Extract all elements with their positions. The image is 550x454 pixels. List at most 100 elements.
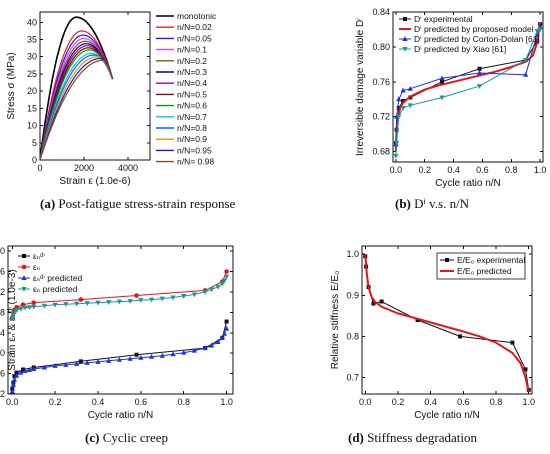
chart-c-ytick-label: 5.2 <box>0 287 5 297</box>
data-point-predicted <box>9 388 15 394</box>
caption-a: (a) Post-fatigue stress-strain response <box>40 196 235 212</box>
legend-label-: εₙᵈⁱ <box>33 251 45 261</box>
data-point-predicted <box>26 305 33 311</box>
data-point-e-e-experimental <box>510 340 515 345</box>
legend-marker- <box>21 264 27 270</box>
data-point- <box>21 367 25 372</box>
legend-marker-d-predicted-by-corton-dolan-61 <box>402 36 408 41</box>
chart-a-ylabel: Stress σ (MPa) <box>6 52 17 119</box>
chart-c-xtick-label: 0.0 <box>6 397 19 407</box>
legend-label-n-n-0-1: n/N=0.1 <box>177 45 207 55</box>
data-point-predicted <box>22 368 28 374</box>
chart-a-ytick-label: 25 <box>27 69 37 79</box>
legend-label-predicted: εₙᵈⁱ predicted <box>33 273 83 283</box>
data-point-e-e-experimental <box>523 367 528 372</box>
chart-b-ytick-label: 0.72 <box>372 112 390 122</box>
data-point-predicted <box>13 308 20 314</box>
legend-marker-e-e-experimental <box>445 258 449 262</box>
chart-d-legend-box <box>436 252 526 280</box>
data-point-predicted <box>31 366 37 371</box>
series-d-predicted-by-xiao-61 <box>393 27 543 159</box>
legend-label-n-n-0-3: n/N=0.3 <box>177 67 207 77</box>
chart-a-ytick-label: 15 <box>27 103 37 113</box>
series-line-d-predicted-by-corton-dolan-61 <box>395 26 541 145</box>
chart-b-frame <box>392 11 544 163</box>
data-point-predicted <box>208 342 215 348</box>
caption-c: (c) Cyclic creep <box>85 430 168 446</box>
chart-c-xtick-label: 0.4 <box>92 397 105 407</box>
curve-n-n-0-98 <box>40 59 114 160</box>
chart-a-ytick-label: 35 <box>27 35 37 45</box>
chart-c-xtick-label: 1.0 <box>220 397 233 407</box>
data-point-predicted <box>10 382 16 387</box>
chart-c-ytick-label: 3.6 <box>0 369 5 379</box>
chart-d-ytick-label: 0.8 <box>346 331 359 341</box>
data-point- <box>31 300 37 305</box>
chart-c-xtick-label: 0.8 <box>177 397 190 407</box>
data-point-predicted <box>52 302 58 308</box>
data-point-predicted <box>181 294 187 299</box>
data-point- <box>78 297 84 302</box>
data-point-d-predicted-by-xiao-61 <box>407 103 413 109</box>
chart-c-xlabel: Cycle ratio n/N <box>88 410 154 421</box>
legend-label-n-n-0-9: n/N=0.9 <box>177 134 207 144</box>
data-point-predicted <box>159 352 165 358</box>
data-point-e-e-experimental <box>379 299 384 304</box>
series-line-d-predicted-by-xiao-61 <box>395 28 541 156</box>
chart-d-ytick-label: 0.7 <box>346 373 359 383</box>
data-point-predicted <box>159 296 165 302</box>
legend-label-n-n-0-2: n/N=0.2 <box>177 56 207 66</box>
chart-d-xtick-label: 0.6 <box>457 397 470 407</box>
legend-label-predicted: εₙ predicted <box>33 284 78 294</box>
data-point- <box>12 374 17 379</box>
data-point-predicted <box>223 274 230 280</box>
curve-n-n-0-02 <box>40 30 114 160</box>
data-point-d-predicted-by-xiao-61 <box>396 114 402 120</box>
legend-marker-predicted <box>21 275 27 280</box>
series-line-e-e-predicted <box>364 254 530 393</box>
curve-n-n-0-9 <box>40 56 114 160</box>
legend-marker- <box>22 254 26 258</box>
legend-label-e-e-predicted: E/E₀ predicted <box>457 266 512 276</box>
caption-b: (b) Dⁱ v.s. n/N <box>395 196 469 212</box>
chart-d-xtick-label: 0.4 <box>424 397 437 407</box>
chart-d-xtick-label: 1.0 <box>522 397 535 407</box>
data-point-predicted <box>95 300 101 306</box>
chart-d-ytick-label: 1.0 <box>346 249 359 259</box>
legend-marker-d-experimental <box>403 17 407 21</box>
data-point-predicted <box>138 354 144 360</box>
data-point-predicted <box>191 347 198 353</box>
data-point-predicted <box>219 335 225 340</box>
chart-a-ytick-label: 5 <box>32 138 37 148</box>
caption-b-text: Dⁱ v.s. n/N <box>414 196 470 211</box>
chart-c-xtick-label: 0.6 <box>135 397 148 407</box>
chart-b: 0.0 0.2 0.4 0.6 0.8 1.0 0.68 0.72 0.76 0.80 0.84 Cy… <box>355 7 546 189</box>
chart-a-ytick-label: 0 <box>32 155 37 165</box>
data-point-predicted <box>191 292 198 298</box>
data-point-predicted <box>208 287 215 293</box>
curve-n-n-0-95 <box>40 57 114 160</box>
data-point-predicted <box>223 325 230 331</box>
legend-label-n-n-0-02: n/N=0.02 <box>177 22 212 32</box>
data-point-predicted <box>84 301 90 306</box>
data-point-predicted <box>148 297 155 303</box>
data-point-predicted <box>63 362 69 367</box>
chart-c-frame <box>7 245 234 395</box>
data-point-e-e-experimental <box>415 318 420 322</box>
data-point- <box>224 269 229 274</box>
chart-d-xtick-label: 0.0 <box>359 397 372 407</box>
chart-b-ytick-label: 0.80 <box>372 42 390 52</box>
data-point-predicted <box>106 300 112 305</box>
data-point-predicted <box>127 355 133 361</box>
chart-b-ytick-label: 0.84 <box>372 7 390 17</box>
data-point-d-predicted-by-corton-dolan-61 <box>439 75 445 81</box>
series-e-e-predicted <box>364 254 530 393</box>
legend-marker-predicted <box>21 287 27 292</box>
data-point-d-predicted-by-corton-dolan-61 <box>476 70 483 76</box>
data-point-d-predicted-by-xiao-61 <box>476 84 483 89</box>
data-point-predicted <box>9 316 15 322</box>
data-point-predicted <box>148 353 155 359</box>
